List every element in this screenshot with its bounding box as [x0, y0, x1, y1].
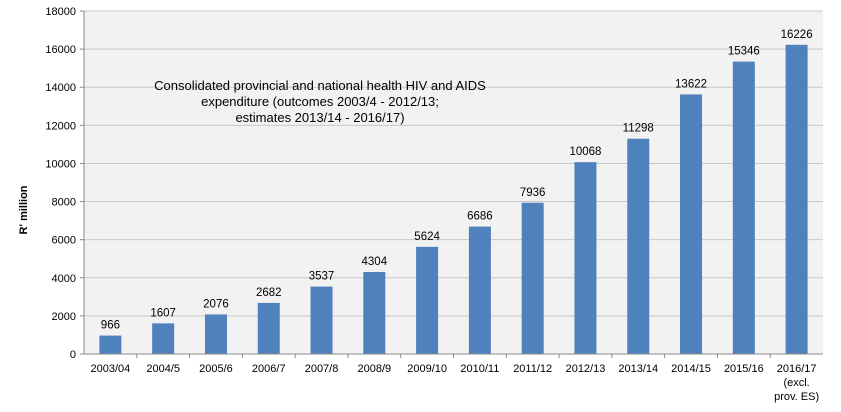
x-tick-label: 2005/6	[199, 363, 233, 375]
x-tick-label: 2016/17	[777, 363, 817, 375]
data-label: 4304	[362, 256, 388, 268]
chart-title: Consolidated provincial and national hea…	[154, 78, 486, 125]
bars	[99, 44, 808, 354]
x-tick-label: 2008/9	[357, 363, 391, 375]
bar	[732, 61, 755, 354]
x-tick-note: prov. ES)	[774, 391, 819, 403]
bar	[99, 335, 122, 354]
data-label: 15346	[728, 46, 760, 58]
data-label: 1607	[150, 307, 176, 319]
bar	[152, 323, 175, 354]
x-tick-label: 2014/15	[671, 363, 711, 375]
data-label: 2682	[256, 287, 282, 299]
bar	[785, 44, 808, 354]
data-label: 10068	[569, 146, 601, 158]
y-tick-label: 8000	[52, 197, 76, 209]
x-tick-label: 2004/5	[146, 363, 180, 375]
y-tick-label: 0	[70, 349, 76, 361]
x-tick-label: 2012/13	[566, 363, 606, 375]
x-tick-label: 2009/10	[407, 363, 447, 375]
data-label: 11298	[623, 123, 654, 135]
data-label: 6686	[467, 211, 493, 223]
data-label: 5624	[414, 231, 440, 243]
y-tick-label: 2000	[52, 311, 76, 323]
data-label: 2076	[203, 298, 229, 310]
bar	[627, 138, 650, 354]
y-axis-ticks: 0 2000 4000 6000 8000 10000 12000 14000 16000 180…	[45, 6, 84, 361]
title-line-3: estimates 2013/14 - 2016/17)	[235, 110, 404, 125]
y-tick-label: 18000	[45, 6, 76, 18]
x-tick-label: 2013/14	[618, 363, 658, 375]
bar	[363, 271, 386, 354]
y-axis-label: R' million	[18, 185, 30, 234]
bar	[521, 202, 544, 354]
x-tick-label: 2010/11	[460, 363, 499, 375]
bar	[310, 286, 333, 354]
y-tick-label: 16000	[45, 44, 76, 56]
data-label: 7936	[520, 187, 546, 199]
x-tick-label: 2007/8	[305, 363, 339, 375]
y-tick-label: 14000	[45, 82, 76, 94]
x-tick-label: 2006/7	[252, 363, 286, 375]
plot-area	[84, 11, 823, 354]
gridlines	[84, 10, 823, 317]
x-tick-label: 2003/04	[91, 363, 131, 375]
title-line-1: Consolidated provincial and national hea…	[154, 78, 486, 93]
x-tick-note: (excl.	[783, 377, 809, 389]
data-label: 966	[101, 320, 120, 332]
y-tick-label: 10000	[45, 158, 76, 170]
bar	[468, 226, 491, 354]
data-label: 13622	[675, 78, 707, 90]
x-tick-label: 2015/16	[724, 363, 764, 375]
y-tick-label: 4000	[52, 273, 76, 285]
data-label: 16226	[781, 29, 813, 41]
bar	[416, 246, 439, 354]
title-line-2: expenditure (outcomes 2003/4 - 2012/13;	[201, 94, 439, 109]
y-tick-label: 6000	[52, 235, 76, 247]
x-axis-ticks: 2003/04 2004/5 2005/6 2006/7 2007/8 2008/9 200…	[91, 354, 819, 403]
data-labels: 966 1607 2076 2682 3537 4304 5624 6686 7936 10068…	[101, 29, 813, 332]
bar	[204, 314, 227, 354]
y-tick-label: 12000	[45, 120, 76, 132]
bar	[574, 162, 597, 354]
x-tick-label: 2011/12	[513, 363, 552, 375]
data-label: 3537	[309, 271, 335, 283]
bar	[257, 302, 280, 354]
bar	[680, 94, 703, 354]
